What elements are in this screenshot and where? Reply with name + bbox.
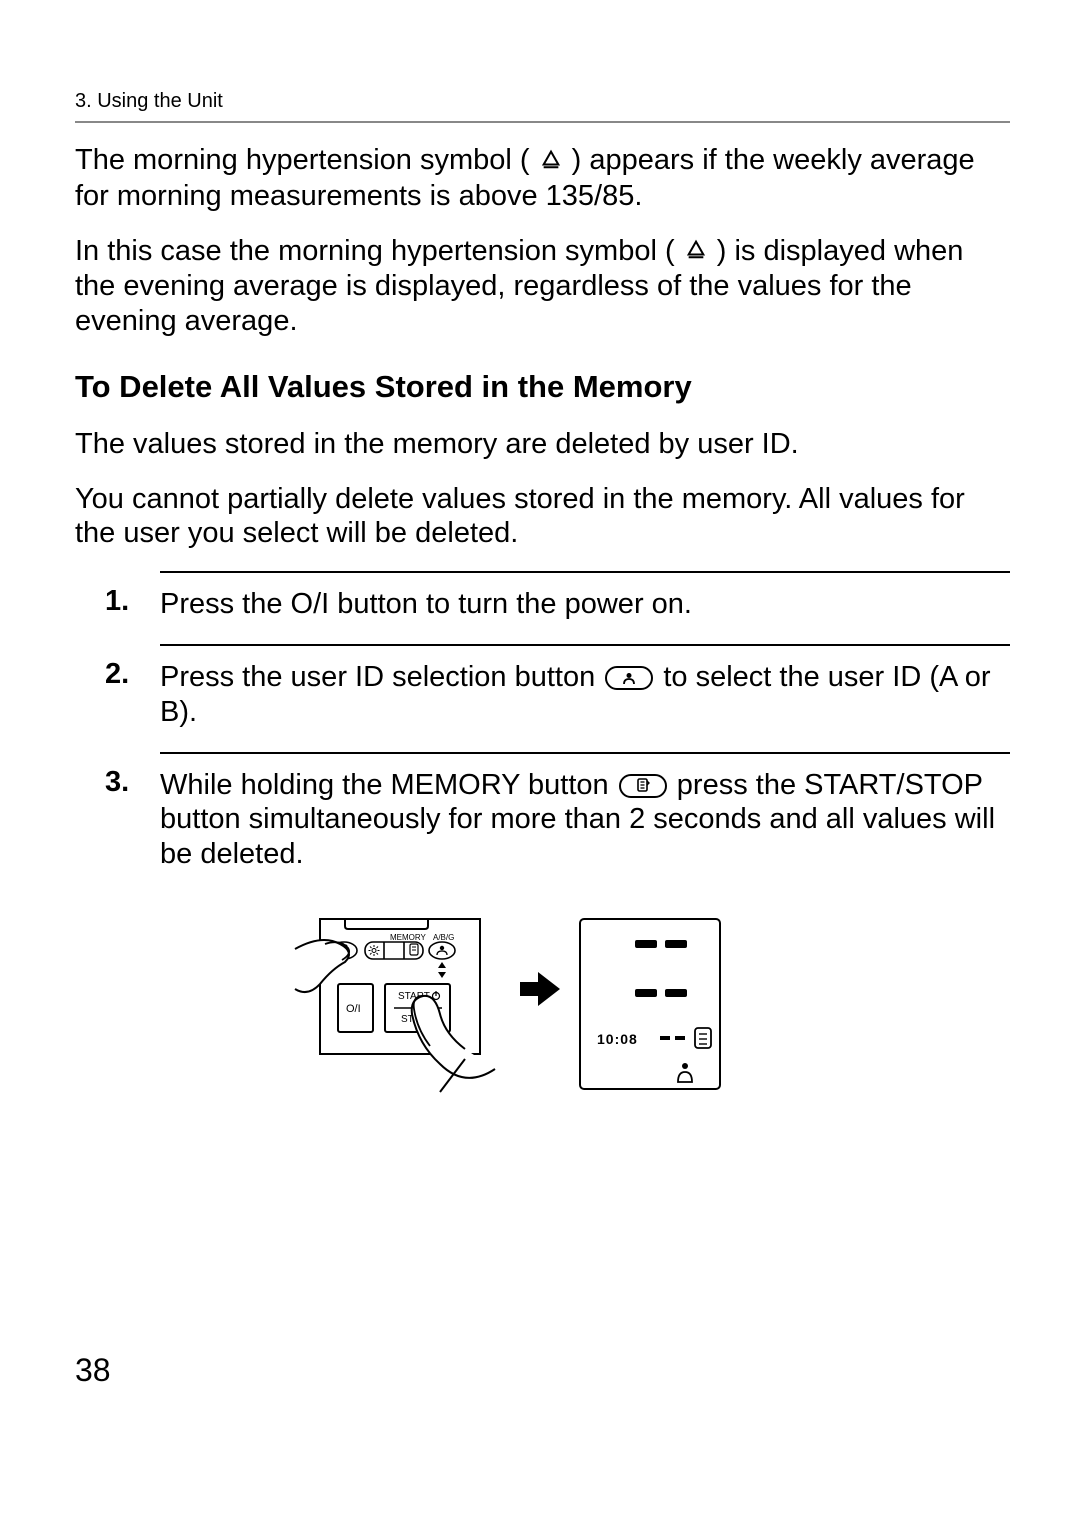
morning-hypertension-icon [540, 144, 562, 179]
delete-intro-1: The values stored in the memory are dele… [75, 427, 1010, 462]
step-text: Press the O/I button to turn the power o… [160, 571, 1010, 644]
svg-text:O/I: O/I [346, 1003, 361, 1015]
step-text: Press the user ID selection button to se… [160, 644, 1010, 752]
delete-intro-2: You cannot partially delete values store… [75, 482, 1010, 552]
step-number: 1. [105, 571, 160, 618]
steps-list: 1. Press the O/I button to turn the powe… [75, 571, 1010, 894]
step-3: 3. While holding the MEMORY button press… [105, 752, 1010, 894]
device-diagram: MEMORY A/B/G [15, 914, 1010, 1104]
paragraph-1: The morning hypertension symbol ( ) appe… [75, 143, 1010, 214]
section-header: 3. Using the Unit [75, 90, 1010, 113]
svg-text:A/B/G: A/B/G [433, 933, 454, 942]
header-rule [75, 121, 1010, 123]
delete-heading: To Delete All Values Stored in the Memor… [75, 369, 1010, 405]
user-id-button-icon [605, 666, 653, 690]
morning-hypertension-icon [685, 234, 707, 269]
step-text: While holding the MEMORY button press th… [160, 752, 1010, 894]
paragraph-2: In this case the morning hypertension sy… [75, 234, 1010, 339]
svg-text:10:08: 10:08 [597, 1031, 638, 1047]
step-number: 3. [105, 752, 160, 799]
step-number: 2. [105, 644, 160, 691]
step-2: 2. Press the user ID selection button to… [105, 644, 1010, 752]
memory-button-icon [619, 774, 667, 798]
svg-text:MEMORY: MEMORY [390, 933, 427, 942]
page-number: 38 [75, 1352, 111, 1389]
step-1: 1. Press the O/I button to turn the powe… [105, 571, 1010, 644]
